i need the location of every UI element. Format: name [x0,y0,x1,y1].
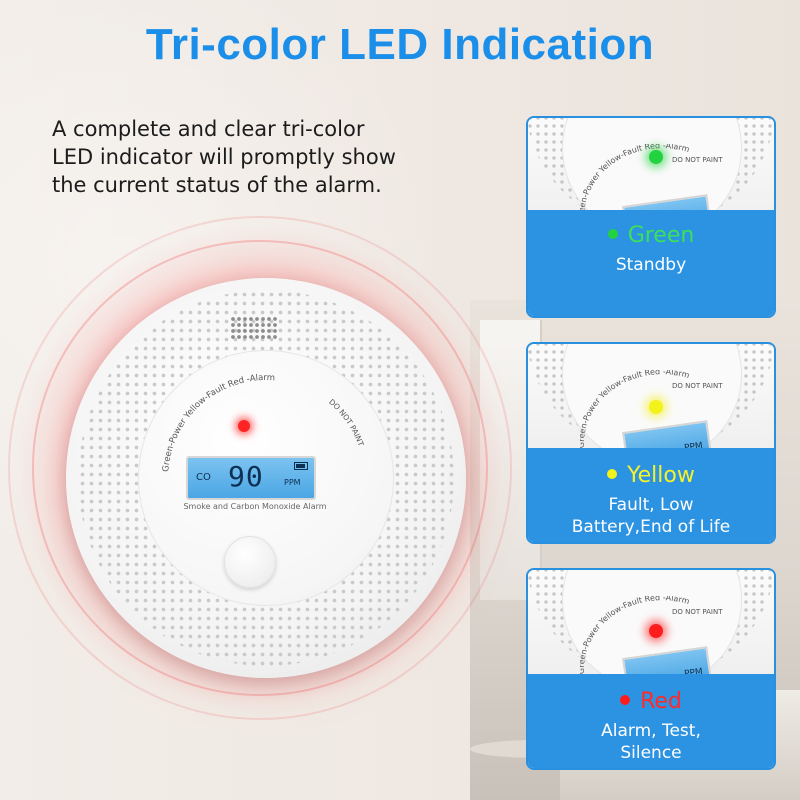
status-heading: Red [528,688,774,716]
status-color-name: Green [627,223,695,248]
paint-warning-text: DO NOT PAINT [672,608,723,616]
description-line: A complete and clear tri-color [52,117,365,141]
lcd-co-label: CO [196,472,211,483]
detector-closeup: Green-Power Yellow-Fault Red -Alarm DO N… [528,118,774,240]
status-panel: Yellow Fault, Low Battery,End of Life [528,448,774,542]
battery-icon [294,462,308,470]
status-line: Battery,End of Life [571,517,731,537]
detector-closeup: Green-Power Yellow-Fault Red -Alarm DO N… [528,570,774,692]
lcd-value: 90 [228,460,264,493]
red-led-icon [649,624,663,638]
test-button[interactable] [224,536,276,588]
smoke-co-detector: Green-Power Yellow-Fault Red -Alarm DO N… [66,278,466,678]
status-panel: Red Alarm, Test, Silence [528,674,774,768]
lcd-ppm-label: PPM [284,478,301,487]
yellow-led-icon [649,400,663,414]
description-line: LED indicator will promptly show [52,145,396,169]
status-heading: Yellow [528,462,774,490]
status-description: Fault, Low Battery,End of Life [528,494,774,538]
green-led-icon [649,150,663,164]
detector-closeup: Green-Power Yellow-Fault Red -Alarm DO N… [528,344,774,466]
status-card-green: Green-Power Yellow-Fault Red -Alarm DO N… [526,116,776,318]
yellow-dot-icon [607,469,618,479]
paint-warning-text: DO NOT PAINT [672,156,723,164]
status-description: Alarm, Test, Silence [528,720,774,764]
status-panel: Green Standby [528,210,774,316]
status-card-red: Green-Power Yellow-Fault Red -Alarm DO N… [526,568,776,770]
green-dot-icon [607,229,618,239]
status-line: Standby [615,255,687,275]
model-label: Smoke and Carbon Monoxide Alarm [183,502,327,511]
status-color-name: Yellow [627,463,695,488]
description-line: the current status of the alarm. [52,173,382,197]
page-title: Tri-color LED Indication [145,20,655,69]
alarm-glow-ring [8,216,512,720]
speaker-grille [230,316,278,340]
paint-warning-text: DO NOT PAINT [672,382,723,390]
status-line: Alarm, Test, [601,721,701,741]
status-heading: Green [528,222,774,250]
lcd-display: CO 90 PPM [186,456,316,500]
red-led-icon [238,420,250,432]
status-card-yellow: Green-Power Yellow-Fault Red -Alarm DO N… [526,342,776,544]
paint-warning-text: DO NOT PAINT [327,397,365,448]
status-line: Fault, Low [608,495,694,515]
status-description: Standby [528,254,774,276]
red-dot-icon [620,695,631,705]
status-color-name: Red [640,689,682,714]
status-line: Silence [620,743,682,763]
detector-ring-label: Green-Power Yellow-Fault Red -Alarm DO N… [161,373,365,472]
description: A complete and clear tri-color LED indic… [52,115,472,199]
svg-text:DO NOT PAINT: DO NOT PAINT [327,397,365,448]
